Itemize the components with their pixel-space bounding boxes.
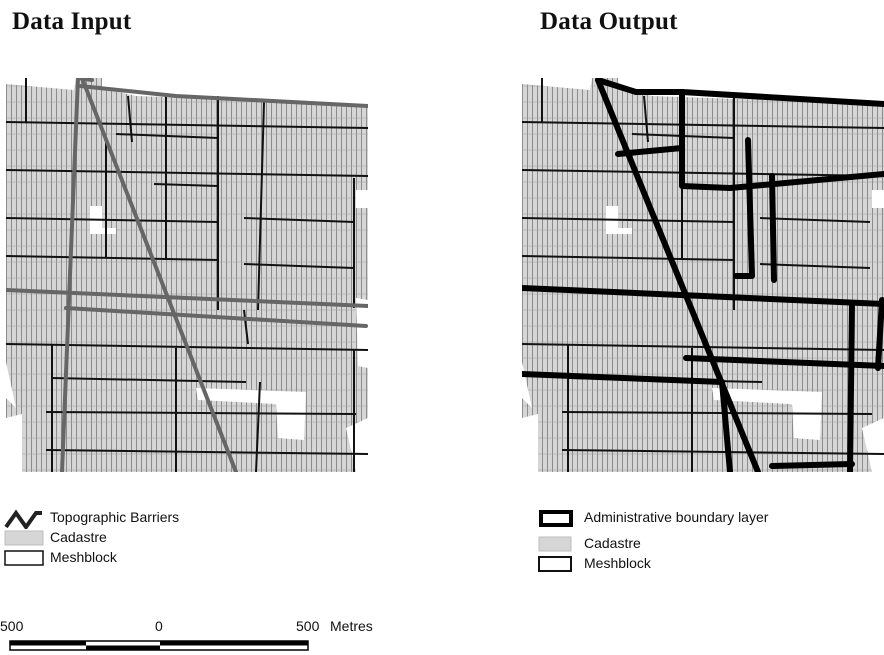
output-map (522, 78, 884, 472)
administrative-boundary-icon (539, 510, 573, 527)
legend-label: Administrative boundary layer (584, 509, 769, 525)
cadastre-fill-icon (538, 536, 572, 552)
legend-label: Cadastre (50, 529, 107, 545)
legend-label: Topographic Barriers (50, 509, 180, 525)
scale-label-right: 500 (296, 618, 320, 634)
administrative-boundary-lines (522, 78, 884, 472)
cadastre-area (522, 78, 884, 472)
input-map (6, 78, 368, 472)
input-map-canvas (6, 78, 368, 472)
output-map-canvas (522, 78, 884, 472)
meshblock-lines (522, 78, 884, 472)
legend-label: Meshblock (584, 555, 651, 571)
input-legend: Topographic Barriers Cadastre Meshblock (4, 508, 284, 578)
legend-label: Meshblock (50, 549, 117, 565)
legend-label: Cadastre (584, 535, 641, 551)
scale-unit-label: Metres (330, 618, 373, 634)
meshblock-outline-icon (4, 550, 44, 566)
output-panel-title: Data Output (540, 8, 678, 35)
scale-bar-graphic (9, 640, 309, 651)
output-legend: Administrative boundary layer Cadastre M… (538, 508, 838, 578)
input-panel-title: Data Input (12, 8, 132, 35)
topographic-barrier-lines (6, 78, 368, 472)
meshblock-lines (6, 78, 368, 472)
topographic-barrier-line-icon (4, 509, 42, 529)
cadastre-fill-icon (4, 530, 44, 546)
scale-bar: 500 0 500 Metres (0, 618, 400, 654)
scale-label-zero: 0 (155, 618, 163, 634)
scale-label-left: 500 (0, 618, 24, 634)
meshblock-outline-icon (538, 556, 572, 572)
